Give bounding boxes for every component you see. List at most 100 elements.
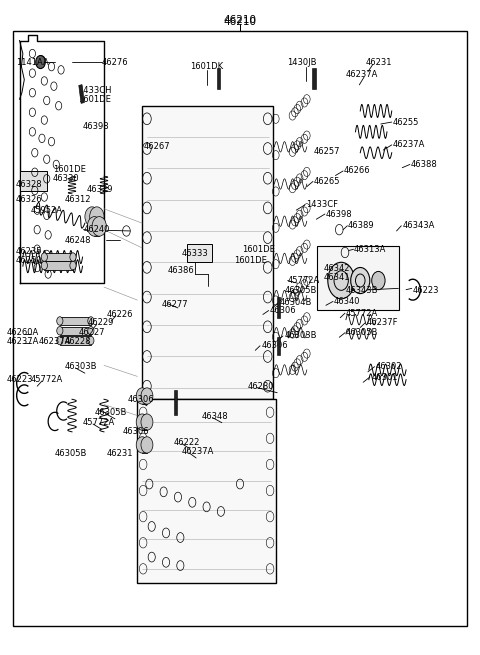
Text: 46223: 46223: [6, 375, 33, 384]
Bar: [187, 244, 212, 262]
Text: 46235: 46235: [16, 247, 42, 255]
Circle shape: [141, 388, 153, 404]
Bar: [60, 317, 91, 326]
Text: 46237A: 46237A: [6, 337, 38, 346]
Text: 46260A: 46260A: [6, 328, 38, 337]
Text: 46312: 46312: [64, 195, 91, 204]
Circle shape: [351, 267, 370, 293]
Text: 46303B: 46303B: [284, 331, 317, 341]
Bar: [312, 68, 316, 89]
Text: 46231: 46231: [365, 58, 392, 67]
Circle shape: [136, 437, 148, 453]
Circle shape: [88, 327, 94, 335]
Circle shape: [41, 261, 48, 270]
Text: 1601DE: 1601DE: [78, 95, 110, 103]
Text: 46305B: 46305B: [284, 286, 317, 295]
Bar: [60, 327, 91, 335]
Text: 46303B: 46303B: [64, 362, 97, 371]
Text: 46280: 46280: [247, 382, 274, 390]
Bar: [137, 400, 276, 583]
Text: 46306: 46306: [262, 341, 288, 350]
Bar: [60, 336, 91, 345]
Circle shape: [57, 317, 63, 326]
Text: 46240: 46240: [84, 225, 110, 234]
Text: 46305B: 46305B: [55, 449, 87, 458]
Text: 46330: 46330: [53, 174, 80, 183]
Text: 46237F: 46237F: [366, 318, 398, 328]
Text: 46223: 46223: [413, 286, 439, 295]
Text: 1601DK: 1601DK: [190, 62, 223, 71]
Circle shape: [87, 217, 102, 236]
Text: 45772A: 45772A: [346, 309, 378, 318]
Text: 46237A: 46237A: [346, 70, 378, 79]
Text: 46266: 46266: [344, 166, 371, 176]
Text: 46388: 46388: [411, 160, 438, 169]
Circle shape: [57, 336, 63, 345]
Bar: [142, 437, 147, 453]
Text: 46348: 46348: [202, 412, 228, 421]
Text: 46342: 46342: [324, 265, 350, 273]
Circle shape: [136, 414, 148, 430]
Text: 46277: 46277: [161, 299, 188, 309]
Text: 1601DE: 1601DE: [242, 245, 275, 253]
Bar: [44, 253, 73, 261]
Circle shape: [372, 271, 385, 290]
Text: 46304B: 46304B: [280, 298, 312, 307]
Text: 46210: 46210: [224, 17, 256, 28]
Text: 46237A: 46237A: [393, 140, 425, 149]
Text: 46305B: 46305B: [346, 328, 378, 337]
Text: 1141AA: 1141AA: [16, 58, 48, 67]
Text: 46398: 46398: [326, 210, 352, 219]
Text: 46326: 46326: [16, 195, 42, 204]
Text: 45952A: 45952A: [31, 206, 63, 215]
Bar: [276, 337, 280, 355]
Text: 46306: 46306: [270, 306, 296, 315]
Text: 46333: 46333: [181, 249, 208, 257]
Text: 46340: 46340: [334, 297, 360, 306]
Text: 1601DE: 1601DE: [53, 165, 86, 174]
Bar: [92, 207, 97, 227]
Text: 46227: 46227: [79, 328, 105, 337]
Circle shape: [70, 253, 76, 261]
Bar: [174, 390, 177, 415]
Text: 46228: 46228: [64, 337, 91, 346]
Text: 46306: 46306: [123, 427, 150, 436]
Circle shape: [41, 253, 48, 261]
Circle shape: [70, 261, 76, 270]
Circle shape: [88, 317, 94, 326]
Bar: [276, 297, 280, 318]
Text: 46302: 46302: [376, 362, 403, 371]
Text: 46237A: 46237A: [182, 447, 214, 456]
Text: 46313A: 46313A: [354, 245, 386, 253]
Circle shape: [92, 217, 107, 236]
Text: 1601DE: 1601DE: [234, 257, 267, 265]
Bar: [142, 388, 147, 404]
Text: 45772A: 45772A: [83, 419, 115, 427]
Text: 46255: 46255: [393, 117, 419, 126]
Text: 46305B: 46305B: [95, 408, 127, 417]
Bar: [20, 171, 47, 191]
Text: 45772A: 45772A: [31, 375, 63, 384]
Bar: [217, 68, 220, 89]
Bar: [95, 217, 99, 236]
Circle shape: [328, 262, 355, 299]
Text: 46301: 46301: [371, 373, 398, 382]
Circle shape: [57, 327, 63, 335]
Circle shape: [141, 414, 153, 430]
Text: 46398: 46398: [83, 122, 109, 131]
Text: 1433CF: 1433CF: [306, 200, 338, 210]
Circle shape: [36, 56, 45, 69]
Text: 46343B: 46343B: [346, 286, 378, 295]
Text: 46250: 46250: [16, 256, 42, 265]
Text: 46248: 46248: [64, 236, 91, 244]
Text: 1430JB: 1430JB: [288, 58, 317, 67]
Text: 46257: 46257: [314, 147, 340, 156]
Text: 46226: 46226: [107, 310, 133, 319]
Bar: [142, 105, 274, 400]
Circle shape: [85, 207, 99, 227]
Circle shape: [141, 437, 153, 453]
Text: 46343A: 46343A: [402, 221, 434, 231]
Text: 46328: 46328: [16, 179, 42, 189]
Text: 1433CH: 1433CH: [78, 86, 111, 94]
Text: 46222: 46222: [173, 438, 200, 447]
